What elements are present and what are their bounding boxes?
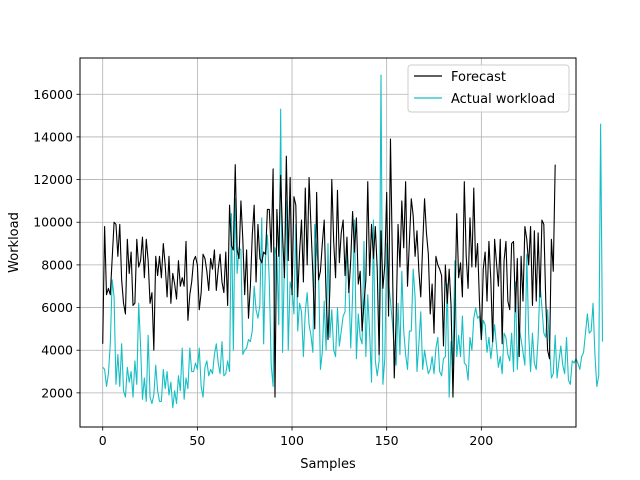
y-tick-label: 12000 [33,172,73,187]
x-tick-label: 150 [375,433,399,448]
x-axis-label: Samples [300,457,356,472]
series-line-forecast [102,138,556,398]
x-tick-label: 100 [280,433,304,448]
legend-box [407,64,570,113]
ticks: 0 50 100 150 200 2000 4000 6000 8000 10000 12000 14… [33,87,493,448]
y-tick-label: 16000 [33,87,73,102]
y-tick-label: 6000 [41,300,73,315]
y-tick-label: 10000 [33,215,73,230]
x-tick-label: 200 [469,433,493,448]
x-tick-label: 50 [189,433,205,448]
x-tick-label: 0 [99,433,107,448]
y-tick-label: 14000 [33,129,73,144]
legend: Forecast Actual workload [407,64,570,113]
series-layer [102,74,604,409]
plot-frame [79,57,577,428]
y-tick-label: 2000 [41,385,73,400]
y-tick-label: 4000 [41,343,73,358]
y-axis-label: Workload [7,212,22,273]
legend-label-forecast: Forecast [451,70,506,85]
y-tick-label: 8000 [41,257,73,272]
legend-label-actual-workload: Actual workload [451,92,555,107]
series-line-actual-workload [102,74,604,409]
